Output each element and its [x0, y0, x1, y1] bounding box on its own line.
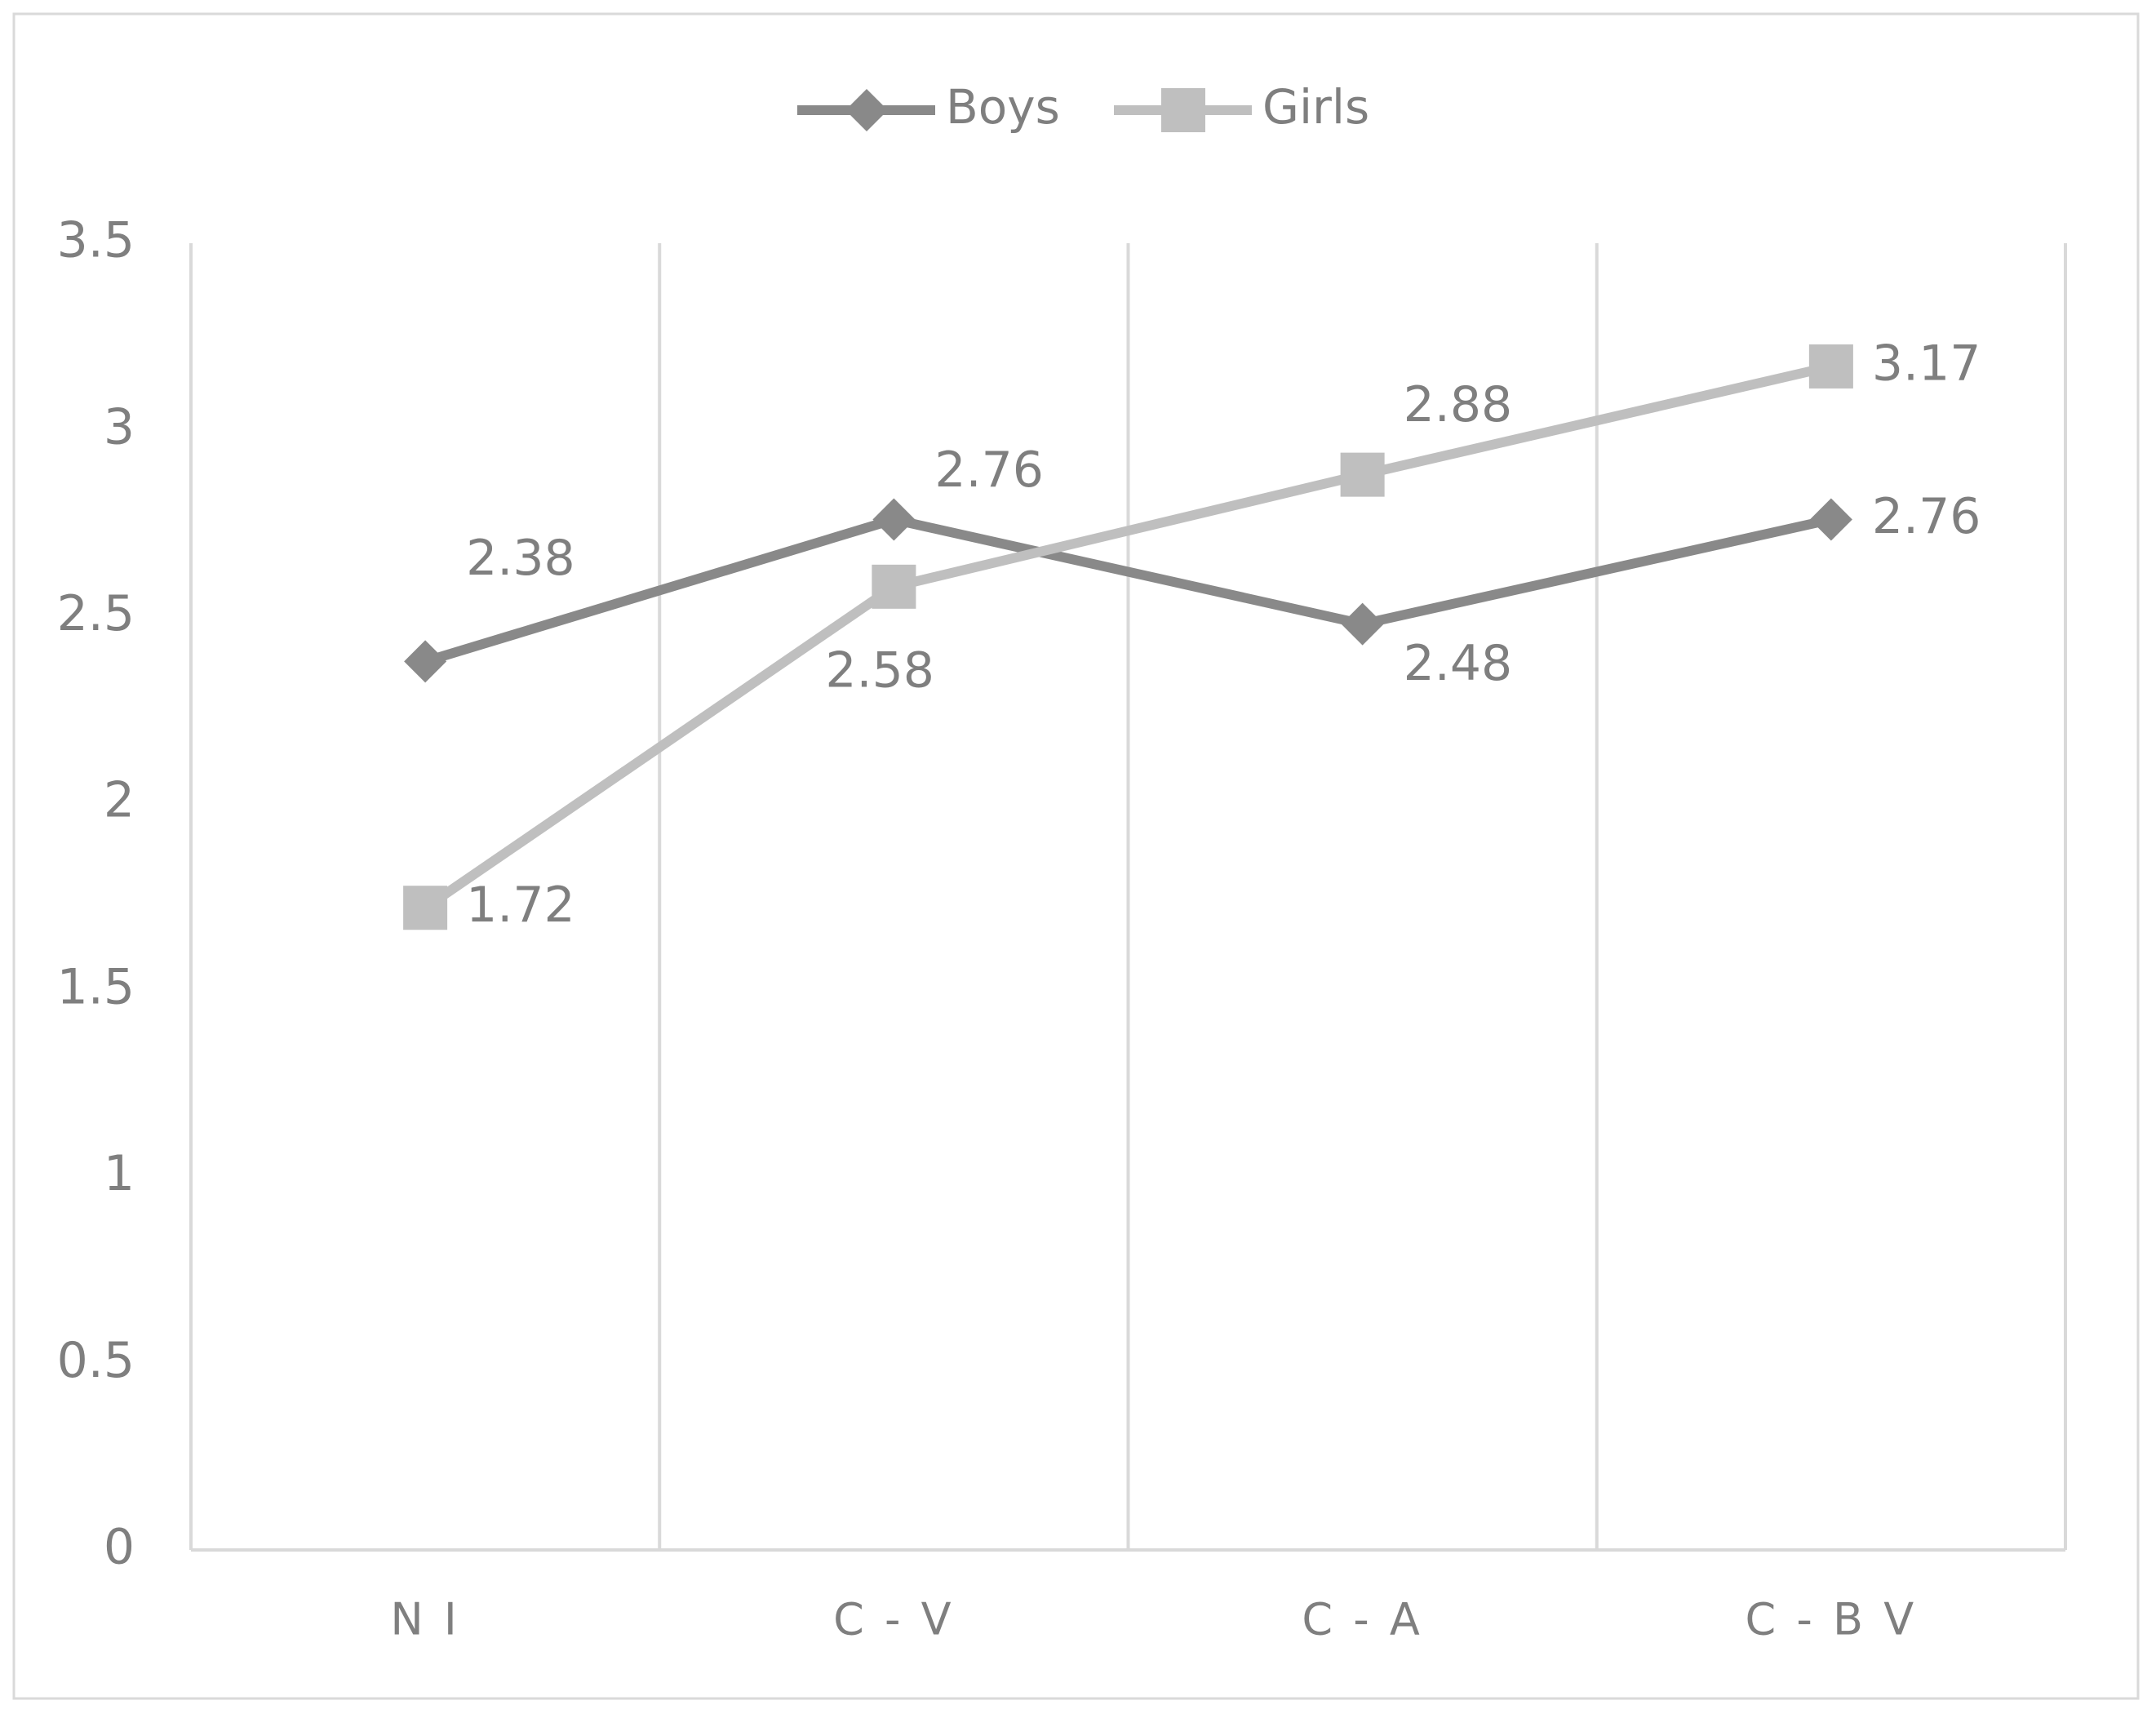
series-line — [422, 362, 1833, 913]
y-tick-label: 2.5 — [57, 585, 135, 642]
data-label: 2.48 — [1404, 635, 1513, 692]
x-tick-label: C - V — [833, 1594, 954, 1645]
data-label: 2.88 — [1404, 376, 1513, 433]
data-point — [403, 886, 448, 930]
data-point — [872, 564, 916, 609]
data-point — [872, 498, 916, 541]
y-tick-label: 0 — [104, 1519, 135, 1576]
x-tick-label: C - B V — [1746, 1594, 1918, 1645]
y-tick-label: 1 — [104, 1145, 135, 1202]
data-point — [1341, 602, 1384, 646]
data-label: 2.38 — [466, 530, 575, 587]
data-label: 2.58 — [825, 642, 934, 699]
x-tick-label: N I — [390, 1594, 460, 1645]
series-line — [424, 514, 1833, 667]
legend-marker — [1161, 88, 1205, 132]
legend-label: Girls — [1262, 79, 1369, 135]
data-label: 2.76 — [934, 442, 1044, 499]
y-tick-label: 0.5 — [57, 1332, 135, 1389]
y-tick-label: 1.5 — [57, 958, 135, 1015]
x-tick-label: C - A — [1302, 1594, 1422, 1645]
y-tick-label: 2 — [104, 772, 135, 829]
chart-border — [12, 12, 2140, 1700]
legend-label: Boys — [946, 79, 1060, 135]
data-label: 2.76 — [1872, 488, 1981, 545]
data-point — [1809, 498, 1852, 541]
data-label: 1.72 — [466, 877, 575, 934]
data-point — [1808, 344, 1853, 389]
legend-marker — [845, 89, 888, 131]
data-point — [404, 640, 447, 683]
y-tick-label: 3.5 — [57, 212, 135, 269]
y-tick-label: 3 — [104, 398, 135, 455]
data-label: 3.17 — [1872, 335, 1981, 393]
data-point — [1340, 452, 1385, 497]
